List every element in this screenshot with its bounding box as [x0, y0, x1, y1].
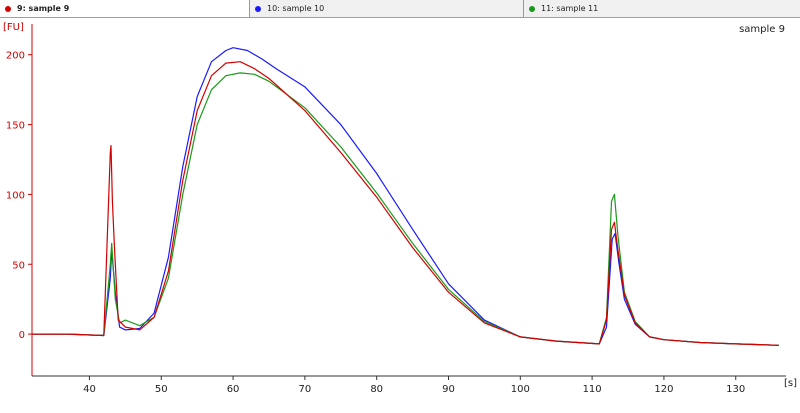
x-tick-label: 110 — [583, 384, 602, 395]
tab-label: 11: sample 11 — [541, 4, 599, 13]
sample-11-color-dot — [529, 5, 535, 12]
y-axis-label: [FU] — [3, 22, 24, 33]
tab-label: 9: sample 9 — [17, 4, 70, 13]
x-tick-label: 100 — [511, 384, 530, 395]
tab-sample-10[interactable]: 10: sample 10 — [250, 0, 524, 17]
chart-title: sample 9 — [739, 24, 785, 35]
x-tick-label: 70 — [299, 384, 312, 395]
tab-label: 10: sample 10 — [267, 4, 325, 13]
y-tick-label: 50 — [12, 260, 25, 271]
tab-sample-9[interactable]: 9: sample 9 — [0, 0, 250, 17]
x-tick-label: 130 — [726, 384, 745, 395]
x-tick-label: 50 — [155, 384, 168, 395]
x-tick-label: 60 — [227, 384, 240, 395]
y-tick-label: 150 — [6, 121, 25, 132]
y-axis-ticks: 0 50 100 150 200 — [6, 51, 32, 341]
sample-10-color-dot — [255, 5, 261, 12]
x-tick-label: 80 — [370, 384, 383, 395]
x-axis-label: [s] — [784, 378, 797, 389]
series-layer — [32, 47, 779, 346]
series-line-11-sample-11 — [32, 72, 779, 346]
x-axis-ticks: 40 50 60 70 80 90 100 110 120 130 — [83, 376, 745, 395]
tab-sample-11[interactable]: 11: sample 11 — [524, 0, 800, 17]
series-line-10-sample-10 — [32, 47, 779, 346]
x-tick-label: 40 — [83, 384, 96, 395]
y-tick-label: 0 — [19, 330, 25, 341]
y-tick-label: 200 — [6, 51, 25, 62]
y-tick-label: 100 — [6, 190, 25, 201]
series-line-9-sample-9 — [32, 61, 779, 346]
x-tick-label: 90 — [442, 384, 455, 395]
sample-tab-bar: 9: sample 9 10: sample 10 11: sample 11 — [0, 0, 800, 18]
sample-9-color-dot — [5, 5, 11, 12]
x-tick-label: 120 — [654, 384, 673, 395]
electropherogram-chart: 0 50 100 150 200 40 50 60 70 80 90 100 110 120 130 [F… — [3, 22, 797, 395]
